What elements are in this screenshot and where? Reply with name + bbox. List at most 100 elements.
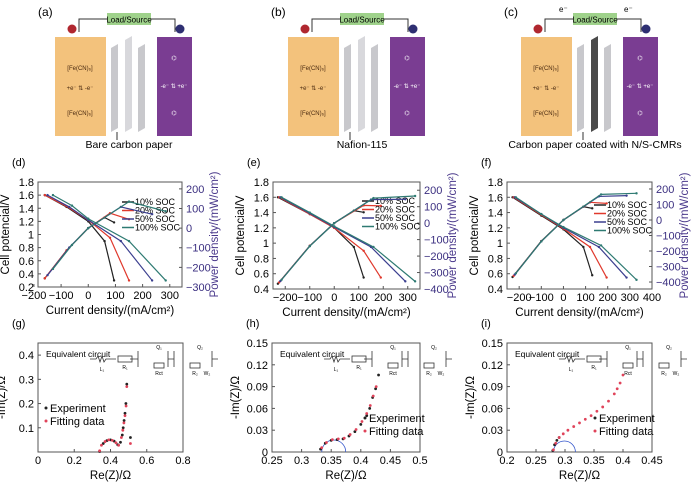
x-tick-label: 0.5 xyxy=(412,455,427,467)
y-tick-label: 1 xyxy=(263,238,269,250)
y2-tick-label: 200 xyxy=(424,185,442,197)
hydroquinone-structure: ⌬ xyxy=(404,110,409,117)
data-point-fitting-data xyxy=(124,404,128,408)
hydroquinone-structure: ⌬ xyxy=(171,110,176,117)
x-tick-label: 400 xyxy=(643,292,661,304)
y2-tick-label: −200 xyxy=(424,251,449,263)
redox-arrow: -e⁻ ⇅ +e⁻ xyxy=(627,84,654,90)
x-axis-label: Current density/(mA/cm²) xyxy=(282,307,411,319)
chart-f: (f)−200−100 0 100 200 300 4000.40.60.811.21.4… xyxy=(469,157,691,319)
data-point-fitting-data xyxy=(365,412,369,415)
electrode-left xyxy=(344,44,351,132)
inset-label: Equivalent circuit xyxy=(515,349,580,359)
voltage-point xyxy=(43,193,46,197)
power-line-20SOC xyxy=(44,212,130,279)
legend-label: 100% SOC xyxy=(607,226,653,236)
legend-label: Experiment xyxy=(50,403,106,415)
x-tick-label: 200 xyxy=(599,292,617,304)
load-source-box xyxy=(573,13,617,25)
anolyte-quinone xyxy=(157,37,192,136)
y-tick-label: 0.15 xyxy=(247,338,268,350)
electrode-left xyxy=(111,44,118,132)
redox-arrow: +e⁻ ⇅ -e⁻ xyxy=(67,86,94,92)
data-point-fitting-data xyxy=(554,441,558,445)
x-tick-label: −100 xyxy=(529,292,554,304)
plot-frame xyxy=(272,181,421,290)
legend-marker xyxy=(44,406,48,410)
data-point-fitting-data xyxy=(348,433,352,436)
y-tick-label: 0.03 xyxy=(482,425,503,437)
schematic-a: (a) Load/Source [Fe(CN)₆] +e⁻ ⇅ -e⁻ [Fe(… xyxy=(38,5,192,151)
y-axis-label: Cell potencial/V xyxy=(235,195,247,275)
data-point-fitting-data xyxy=(607,399,610,403)
data-point-experiment xyxy=(101,442,105,445)
data-point-fitting-data xyxy=(621,373,625,377)
data-point-experiment xyxy=(377,373,380,377)
anolyte-quinone xyxy=(390,37,425,136)
voltage-point xyxy=(514,196,518,199)
catholyte-ferrocyanide xyxy=(521,37,572,136)
power-point xyxy=(333,221,336,225)
y-tick-label: 1.2 xyxy=(488,223,503,235)
data-point-fitting-data xyxy=(561,432,565,436)
y-tick-label: 1.4 xyxy=(19,203,34,215)
membrane xyxy=(125,36,132,132)
x-tick-label: 0.25 xyxy=(261,455,282,467)
legend-label: Fitting data xyxy=(369,426,424,438)
panel-label: (f) xyxy=(481,157,491,169)
legend-label: 20% SOC xyxy=(375,205,416,215)
x-tick-label: 0.3 xyxy=(557,455,572,467)
y-tick-label: 1.4 xyxy=(488,208,503,220)
power-point xyxy=(150,212,154,216)
load-source-label: Load/Source xyxy=(572,16,618,25)
data-point-experiment xyxy=(555,438,559,442)
resistor-icon xyxy=(622,362,634,369)
data-point-experiment xyxy=(123,411,127,415)
resistor-icon xyxy=(351,355,367,363)
power-point xyxy=(599,193,603,196)
voltage-point xyxy=(280,196,283,199)
circuit-element-label: L₁ xyxy=(100,367,105,373)
y-tick-label: 1 xyxy=(497,238,503,250)
legend-label: 20% SOC xyxy=(607,209,648,219)
chart-g: (g) 0 0.2 0.4 0.6 0.8 0.1 0.2 0.3 0.4 Re(Z)/Ω -Im(Z… xyxy=(0,318,218,482)
power-line-10SOC xyxy=(277,210,364,285)
y2-tick-label: −300 xyxy=(656,262,681,274)
redox-arrow: +e⁻ ⇅ -e⁻ xyxy=(300,86,327,92)
voltage-point xyxy=(51,193,55,197)
data-point-fitting-data xyxy=(129,442,132,445)
caption: Nafion-115 xyxy=(337,139,388,151)
legend-label: 100% SOC xyxy=(375,222,421,232)
legend-label: 100% SOC xyxy=(135,223,181,233)
quinone-structure: ⌬ xyxy=(171,55,176,62)
positive-terminal-icon xyxy=(533,24,543,34)
catholyte-ferrocyanide xyxy=(55,37,106,136)
resistor-icon xyxy=(658,362,670,369)
voltage-point xyxy=(362,276,365,279)
power-point xyxy=(635,192,638,195)
y-tick-label: 0.8 xyxy=(19,243,34,255)
ferricyanide-structure: [Fe(CN)₆] xyxy=(533,111,559,117)
legend-marker xyxy=(593,429,597,433)
y-tick-label: 0.6 xyxy=(19,256,34,268)
data-point-fitting-data xyxy=(360,420,364,423)
data-point-fitting-data xyxy=(122,421,126,425)
panel-label: (a) xyxy=(38,5,53,19)
y-tick-label: 0.8 xyxy=(254,253,269,265)
power-point xyxy=(362,211,365,214)
data-point-experiment xyxy=(121,426,125,430)
circuit-element-label: R₂ xyxy=(661,371,667,377)
y2-axis-label: Power density/(mW/cm²) xyxy=(447,172,459,298)
load-source-label: Load/Source xyxy=(339,16,385,25)
y2-tick-label: −200 xyxy=(656,246,681,258)
data-point-experiment xyxy=(365,414,369,418)
chart-i: (i) 0.2 0.25 0.3 0.35 0.4 0.45 0 0.03 0.06 0.09 0.1… xyxy=(465,318,687,482)
y2-tick-label: −100 xyxy=(424,235,449,247)
legend-label: Experiment xyxy=(599,413,655,425)
wire xyxy=(311,18,409,32)
y-tick-label: 0.15 xyxy=(482,338,503,350)
x-tick-label: −200 xyxy=(507,292,532,304)
x-tick-label: 0.2 xyxy=(67,455,82,467)
y-tick-label: 1.8 xyxy=(254,177,269,189)
y-tick-label: 0.6 xyxy=(254,269,269,281)
